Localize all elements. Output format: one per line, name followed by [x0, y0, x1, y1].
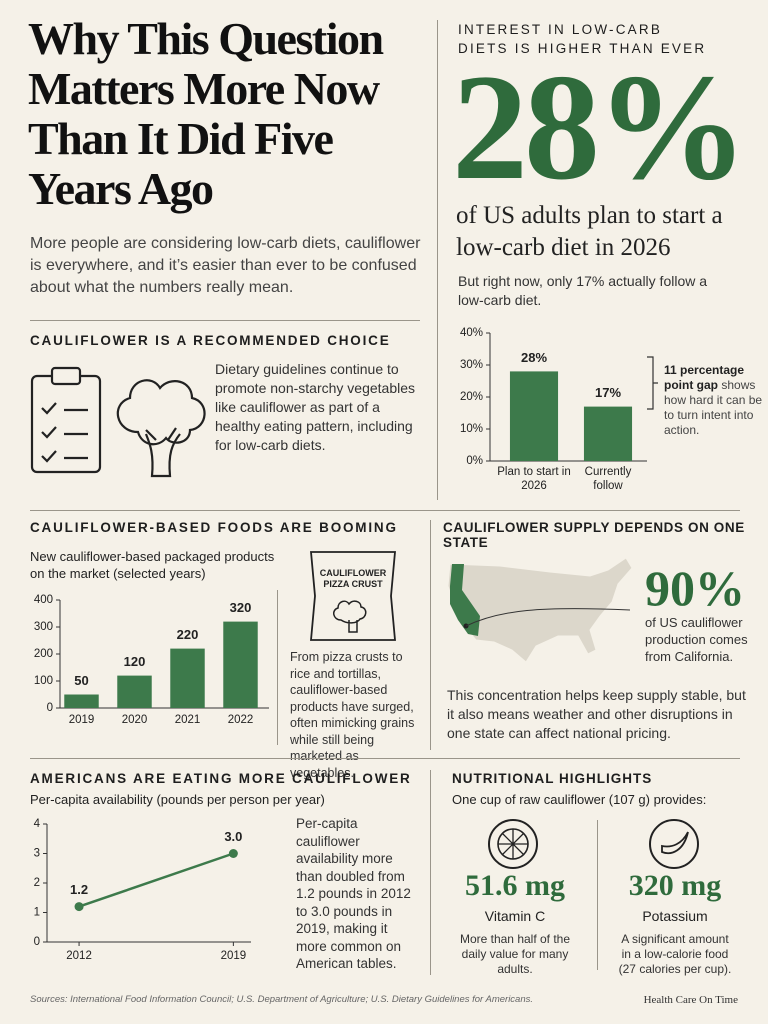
lemon-icon	[488, 819, 538, 869]
note: But right now, only 17% actually follow …	[458, 273, 708, 308]
y-tick-label: 3	[34, 848, 40, 860]
bar	[117, 675, 152, 708]
gap-annotation: 11 percentage point gap shows how hard i…	[664, 363, 764, 438]
sources: Sources: International Food Information …	[30, 994, 534, 1005]
gap-title: 11 percentage point gap	[664, 363, 745, 392]
package-icon	[310, 551, 396, 641]
y-tick-label: 0	[34, 936, 40, 948]
chart: 0 1 2 3 4 2012 2019 1.2 3.0	[34, 818, 251, 962]
y-tick-label: 0	[47, 702, 53, 714]
section-heading: NUTRITIONAL HIGHLIGHTS	[452, 771, 653, 786]
value-label: 1.2	[70, 882, 88, 897]
divider	[437, 20, 438, 500]
bar	[64, 694, 99, 708]
nutrient-amount: 51.6 mg	[465, 869, 565, 902]
gap-text: shows how hard it can be to turn intent …	[664, 378, 763, 437]
value-label: 220	[177, 627, 199, 642]
nutrient-text: More than half of the daily value for ma…	[459, 932, 571, 976]
kicker: INTEREST IN LOW-CARB DIETS IS HIGHER THA…	[458, 22, 707, 56]
y-tick-label: 2	[34, 877, 40, 889]
nutrient-name: Vitamin C	[484, 908, 546, 924]
nutrient: 51.6 mg Vitamin C More than half of the …	[440, 866, 590, 977]
divider	[30, 320, 420, 321]
x-tick-label: 2021	[175, 714, 201, 726]
x-tick-label: 2019	[69, 714, 95, 726]
x-tick-label: 2020	[122, 714, 148, 726]
map	[447, 557, 633, 663]
section-heading: CAULIFLOWER IS A RECOMMENDED CHOICE	[30, 333, 391, 348]
chart: 0% 10% 20% 30% 40% 28% Plan to start in 2026 17…	[460, 327, 647, 492]
y-tick-label: 200	[34, 648, 53, 660]
value-label: 3.0	[224, 829, 242, 844]
x-tick-label-box: Plan to start in 2026	[497, 466, 571, 492]
big-stat: 90%	[645, 560, 745, 616]
section-heading: CAULIFLOWER SUPPLY DEPENDS ON ONE STATE	[443, 520, 745, 550]
divider	[597, 820, 598, 970]
y-tick-label: 10%	[460, 423, 483, 435]
value-label: 17%	[595, 385, 621, 400]
subtitle: One cup of raw cauliflower (107 g) provi…	[452, 792, 707, 807]
bar	[170, 648, 205, 708]
bar	[583, 406, 633, 461]
nutrient-name: Potassium	[642, 908, 708, 924]
package-label: CAULIFLOWER PIZZA CRUST	[319, 568, 387, 589]
section-text: Per-capita cauliflower availability more…	[296, 816, 411, 971]
gap-bracket	[647, 356, 658, 410]
divider	[430, 520, 431, 750]
big-stat: 28%	[452, 43, 748, 211]
intro: More people are considering low-carb die…	[30, 235, 421, 296]
section-text: From pizza crusts to rice and tortillas,…	[290, 650, 415, 780]
divider	[277, 590, 278, 745]
x-tick-label: Currently follow	[584, 466, 632, 492]
divider	[30, 758, 740, 759]
nutrient-amount: 320 mg	[628, 869, 722, 902]
subtitle: New cauliflower-based packaged products …	[30, 549, 275, 581]
point	[74, 902, 84, 912]
section-text: This concentration helps keep supply sta…	[447, 687, 746, 741]
icons	[30, 366, 206, 478]
value-label: 28%	[521, 350, 547, 365]
line	[78, 852, 234, 908]
y-tick-label: 4	[34, 818, 41, 830]
divider	[30, 510, 740, 511]
y-tick-label: 400	[34, 594, 53, 606]
section-heading: CAULIFLOWER-BASED FOODS ARE BOOMING	[30, 520, 398, 535]
subtitle: Per-capita availability (pounds per pers…	[30, 792, 325, 807]
y-tick-label: 100	[34, 675, 53, 687]
statement: of US cauliflower production comes from …	[645, 615, 748, 664]
x-tick-label: 2022	[228, 714, 254, 726]
section-heading: AMERICANS ARE EATING MORE CAULIFLOWER	[30, 771, 412, 786]
value-label: 50	[74, 673, 88, 688]
y-tick-label: 30%	[460, 359, 483, 371]
brand: Health Care On Time	[643, 994, 738, 1006]
y-tick-label: 300	[34, 621, 53, 633]
x-tick-label: Plan to start in 2026	[497, 466, 571, 492]
y-tick-label: 40%	[460, 327, 483, 339]
x-tick-label-box: Currently follow	[584, 466, 632, 492]
y-tick-label: 0%	[466, 455, 483, 467]
value-label: 120	[124, 654, 146, 669]
y-tick-label: 1	[34, 907, 40, 919]
point	[228, 849, 238, 858]
statement: of US adults plan to start a low-carb di…	[456, 202, 723, 261]
section-text: Dietary guidelines continue to promote n…	[215, 361, 415, 453]
y-tick-label: 20%	[460, 391, 483, 403]
bar	[223, 621, 258, 708]
title: Why This Question Matters More Now Than …	[28, 13, 384, 214]
nutrient: 320 mg Potassium A significant amount in…	[600, 866, 750, 977]
banana-icon	[649, 819, 699, 869]
value-label: 320	[230, 600, 252, 615]
x-tick-label: 2019	[221, 950, 247, 962]
x-tick-label: 2012	[66, 950, 92, 962]
nutrient-text: A significant amount in a low-calorie fo…	[618, 932, 732, 976]
chart: 0 100 200 300 400 50 2019 120 2020 220 2021 320 2022	[34, 594, 269, 726]
divider	[430, 770, 431, 975]
bar	[509, 371, 559, 461]
